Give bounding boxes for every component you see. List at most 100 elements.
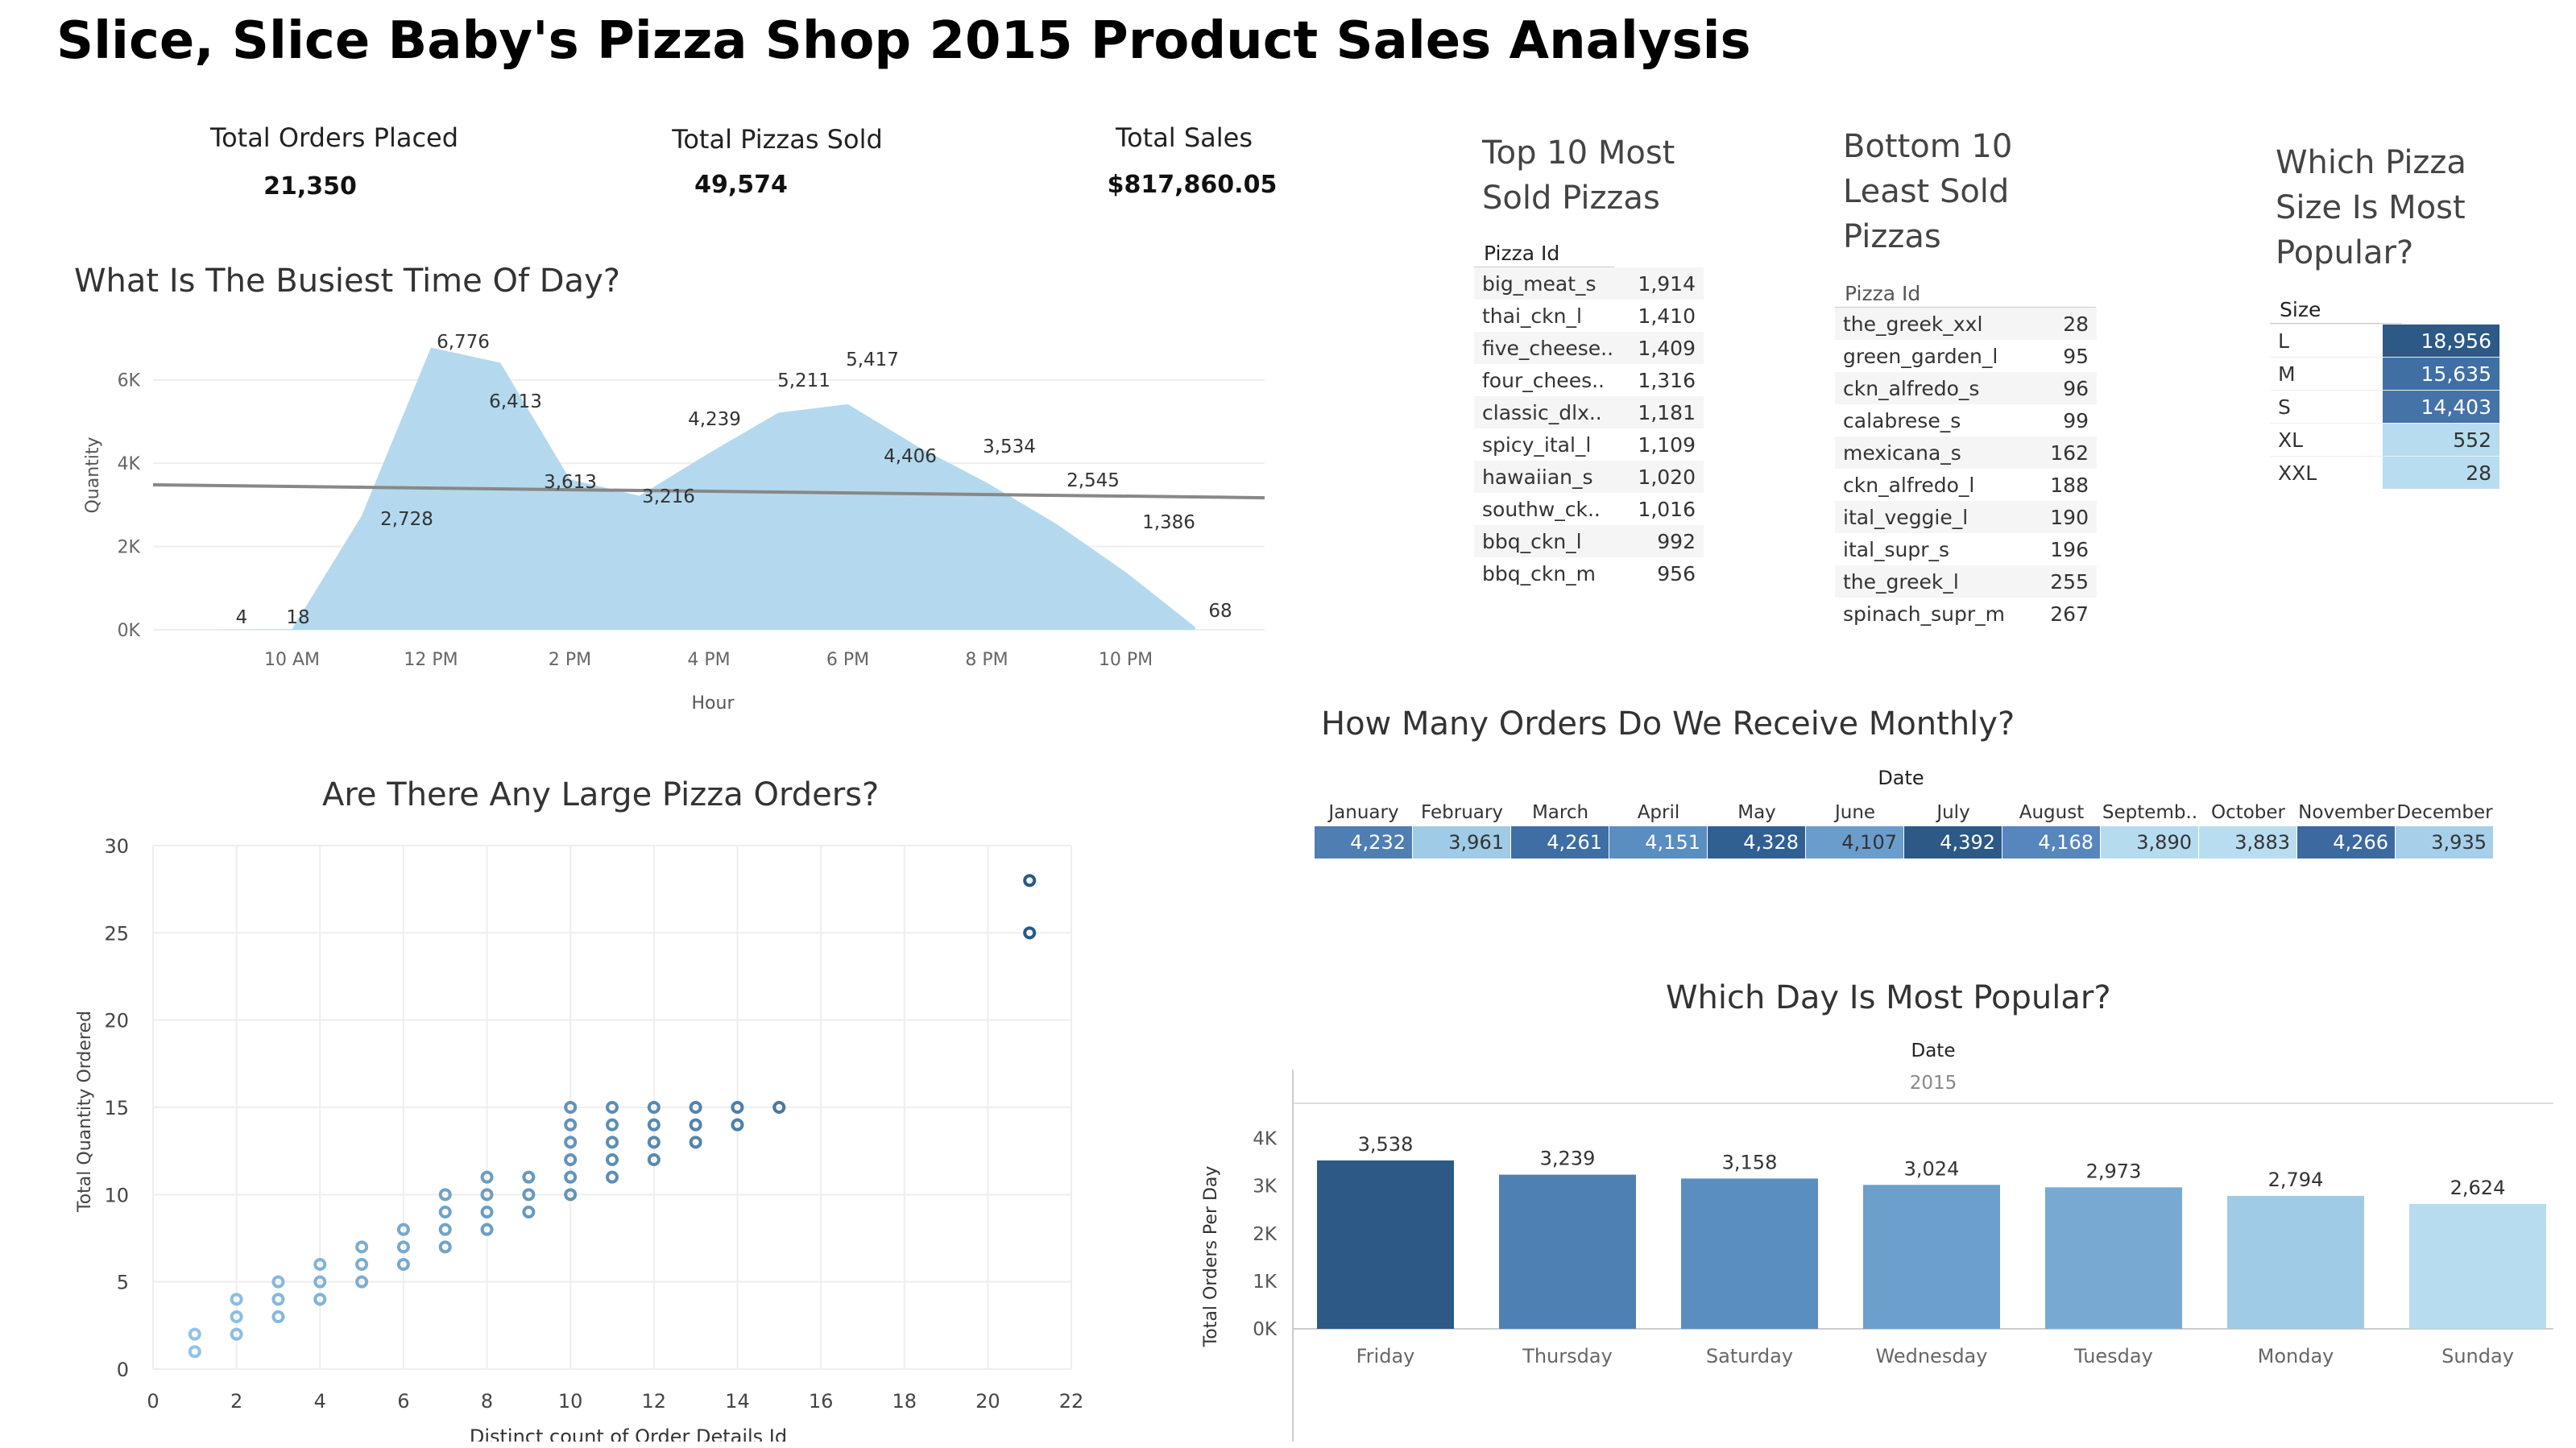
scatter-point [647,1153,661,1166]
scatter-y-tick: 30 [104,835,129,858]
bottom10-row-id: ckn_alfredo_s [1835,372,2028,404]
monthly-header: Date [1878,767,1924,789]
weekday-category-label: Friday [1356,1345,1415,1367]
scatter-point [647,1101,661,1114]
weekday-header: Date [1911,1040,1956,1061]
sizes-row-id: XL [2270,423,2383,457]
bottom10-row-id: mexicana_s [1835,436,2028,469]
top10-row-id: big_meat_s [1474,267,1627,300]
scatter-point [564,1101,578,1114]
monthly-month-value: 4,328 [1708,826,1806,858]
scatter-point [564,1153,578,1166]
hourly-value-label: 6,776 [437,332,490,353]
bottom10-title-line3: Pizzas [1843,218,1941,255]
hourly-area-series [222,347,1195,630]
hourly-value-label: 2,728 [380,509,433,530]
monthly-month-value: 3,961 [1413,826,1511,858]
scatter-point [230,1327,243,1341]
bottom10-row-value: 99 [2063,408,2089,432]
scatter-point [647,1136,661,1149]
bottom10-row-id: green_garden_l [1843,344,1998,368]
monthly-month-label: December [2396,802,2493,823]
weekday-category-label: Thursday [1522,1345,1613,1367]
scatter-point [480,1188,494,1202]
scatter-point [438,1188,452,1202]
top10-row: classic_dlx.. 1,181 [1474,396,1704,428]
kpi-sales-value: $817,860.05 [1107,171,1278,199]
bottom10-row-value: 162 [2028,436,2097,469]
bottom10-row-value: 196 [2050,537,2089,561]
weekday-bar [1499,1174,1636,1329]
bottom10-row-id: calabrese_s [1843,408,1961,432]
top10-title-line1: Top 10 Most [1482,134,1675,172]
hourly-x-tick: 8 PM [965,650,1008,670]
hourly-value-label: 1,386 [1142,512,1195,533]
top10-row: thai_ckn_l 1,410 [1474,300,1704,332]
top10-row-id: spicy_ital_l [1482,432,1592,457]
scatter-point [188,1345,201,1359]
scatter-point [438,1240,452,1254]
hourly-x-tick: 10 AM [264,650,320,670]
scatter-point [396,1223,410,1236]
bottom10-row-id: ital_veggie_l [1835,501,2028,533]
scatter-point [271,1275,285,1289]
bottom10-row: ital_supr_s 196 [1835,533,2097,565]
top10-row-id: four_chees.. [1482,368,1605,392]
page-title: Slice, Slice Baby's Pizza Shop 2015 Prod… [56,11,1751,71]
scatter-point [522,1170,536,1184]
hourly-x-tick: 6 PM [826,650,869,670]
bottom10-header: Pizza Id [1835,280,2096,308]
monthly-month-value: 3,883 [2199,826,2297,858]
scatter-chart: 0 2 4 6 8 10 12 14 16 18 20 22 0 5 10 15 20 25 30 Total Q… [75,835,1084,1442]
monthly-month-value: 4,392 [1904,826,2002,858]
scatter-x-tick: 20 [975,1390,1000,1413]
weekday-bar [2045,1187,2182,1329]
hourly-value-label: 6,413 [489,391,542,412]
weekday-category-label: Monday [2258,1345,2334,1367]
scatter-point [564,1136,578,1149]
scatter-point [230,1293,243,1306]
weekday-category-label: Tuesday [2073,1345,2153,1367]
top10-header: Pizza Id [1474,240,1614,267]
top10-row-value: 1,914 [1627,267,1704,300]
scatter-point [772,1101,786,1114]
monthly-month-label: August [2019,802,2085,823]
weekday-year: 2015 [1910,1073,1957,1094]
sizes-row: M 15,635 [2270,357,2499,391]
top10-row: big_meat_s 1,914 [1474,267,1704,300]
weekday-value-label: 3,538 [1358,1133,1414,1156]
scatter-point [1023,926,1037,940]
weekday-y-tick: 1K [1253,1272,1278,1293]
monthly-month-label: March [1531,802,1589,823]
hourly-value-label: 3,534 [983,436,1036,457]
scatter-point [564,1188,578,1202]
sizes-row-value: 552 [2383,423,2499,457]
hourly-value-label: 5,417 [846,350,899,370]
scatter-point [564,1170,578,1184]
bottom10-title-line1: Bottom 10 [1843,128,2013,165]
scatter-x-tick: 14 [725,1390,750,1413]
bottom10-row: calabrese_s 99 [1835,404,2097,436]
sizes-row-value: 28 [2383,456,2499,489]
hourly-value-label: 4,239 [688,409,741,430]
scatter-x-tick: 8 [481,1390,493,1413]
bottom10-row: ckn_alfredo_l 188 [1835,469,2097,501]
weekday-value-label: 2,973 [2086,1160,2142,1182]
sizes-header: Size [2270,296,2402,324]
hourly-value-label: 4,406 [884,446,937,467]
scatter-point [522,1206,536,1218]
monthly-month-value: 3,935 [2396,826,2494,858]
weekday-bar [2227,1195,2364,1329]
top10-row: five_cheese.. 1,409 [1474,332,1704,364]
monthly-month-label: November [2298,802,2395,823]
sizes-title-line1: Which Pizza [2276,144,2466,181]
hourly-y-tick: 6K [118,371,141,391]
monthly-month-label: Septemb.. [2102,802,2198,823]
scatter-x-tick: 22 [1059,1390,1084,1413]
scatter-point [606,1136,619,1149]
sizes-title-line2: Size Is Most [2276,189,2466,226]
scatter-y-tick: 0 [117,1359,129,1381]
sizes-row-id: L [2270,324,2383,358]
scatter-point [689,1101,702,1114]
scatter-point [313,1293,327,1306]
